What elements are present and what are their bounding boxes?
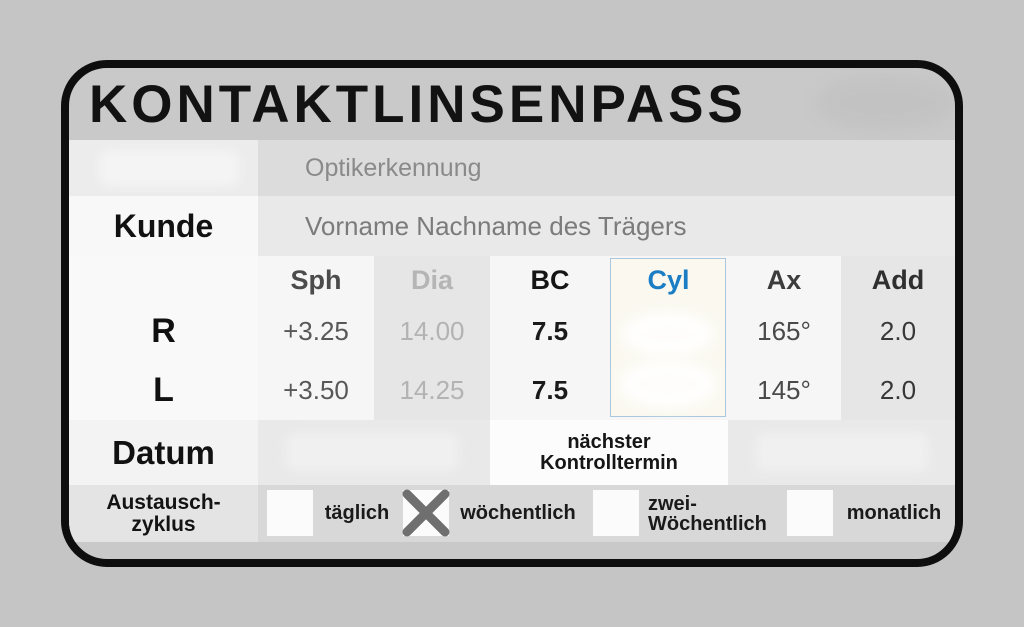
checkbox-biweekly[interactable] bbox=[593, 490, 639, 536]
l-sph-value: +3.50 bbox=[283, 375, 349, 405]
optician-id-label: Optikerkennung bbox=[258, 140, 955, 196]
prescription-table: Sph Dia BC Cyl Ax Add R +3.25 14.00 7.5 … bbox=[69, 256, 955, 420]
option-label-daily: täglich bbox=[324, 502, 390, 524]
next-checkup-label: nächster Kontrolltermin bbox=[490, 420, 728, 485]
page-title: KONTAKTLINSENPASS bbox=[89, 75, 747, 134]
column-header-dia: Dia bbox=[410, 265, 454, 295]
l-dia-value: 14.25 bbox=[399, 375, 465, 405]
row-label-left-eye: L bbox=[153, 371, 174, 409]
issue-date-cell bbox=[258, 420, 490, 485]
cyl-highlight-box bbox=[610, 258, 726, 417]
column-header-bc: BC bbox=[530, 265, 570, 295]
faded-date bbox=[286, 433, 458, 471]
l-add-value: 2.0 bbox=[879, 375, 917, 405]
option-label-weekly: wöchentlich bbox=[460, 502, 576, 524]
cycle-options: täglich wöchentlich zwei- Wöchentlich bbox=[258, 485, 955, 542]
l-bc-value: 7.5 bbox=[531, 375, 569, 405]
x-mark-icon bbox=[402, 489, 450, 537]
r-bc-value: 7.5 bbox=[531, 316, 569, 346]
date-row: Datum nächster Kontrolltermin bbox=[69, 420, 955, 485]
column-header-cyl: Cyl bbox=[647, 265, 690, 295]
r-ax-value: 165° bbox=[757, 316, 811, 346]
faded-optician-logo bbox=[99, 150, 239, 186]
option-label-biweekly: zwei- Wöchentlich bbox=[648, 493, 767, 535]
replacement-cycle-row: Austausch- zyklus täglich wöchentlich bbox=[69, 485, 955, 542]
date-label: Datum bbox=[69, 420, 258, 485]
customer-name-value: Vorname Nachname des Trägers bbox=[258, 196, 955, 256]
column-header-ax: Ax bbox=[766, 265, 802, 295]
r-sph-value: +3.25 bbox=[283, 316, 349, 346]
row-label-right-eye: R bbox=[151, 312, 176, 350]
r-add-value: 2.0 bbox=[879, 316, 917, 346]
column-header-sph: Sph bbox=[290, 265, 342, 295]
faded-logo-oval bbox=[816, 76, 955, 130]
table-left-column bbox=[69, 256, 258, 420]
l-ax-value: 145° bbox=[757, 375, 811, 405]
replacement-cycle-label: Austausch- zyklus bbox=[69, 485, 258, 542]
checkbox-monthly[interactable] bbox=[787, 490, 833, 536]
contact-lens-pass-card: KONTAKTLINSENPASS Optikerkennung Kunde V… bbox=[61, 60, 963, 567]
checkbox-daily[interactable] bbox=[267, 490, 313, 536]
optician-logo-cell bbox=[69, 140, 258, 196]
optician-row: Optikerkennung bbox=[69, 140, 955, 196]
column-header-add: Add bbox=[871, 265, 925, 295]
customer-row: Kunde Vorname Nachname des Trägers bbox=[69, 196, 955, 256]
r-dia-value: 14.00 bbox=[399, 316, 465, 346]
faded-date bbox=[756, 433, 928, 471]
erased-value-blob bbox=[621, 311, 715, 357]
option-label-monthly: monatlich bbox=[846, 502, 942, 524]
checkbox-weekly[interactable] bbox=[402, 489, 450, 537]
next-checkup-date-cell bbox=[728, 420, 955, 485]
erased-value-blob bbox=[618, 359, 718, 409]
dia-column-band bbox=[374, 256, 490, 420]
customer-label: Kunde bbox=[69, 196, 258, 256]
add-column-band bbox=[841, 256, 955, 420]
